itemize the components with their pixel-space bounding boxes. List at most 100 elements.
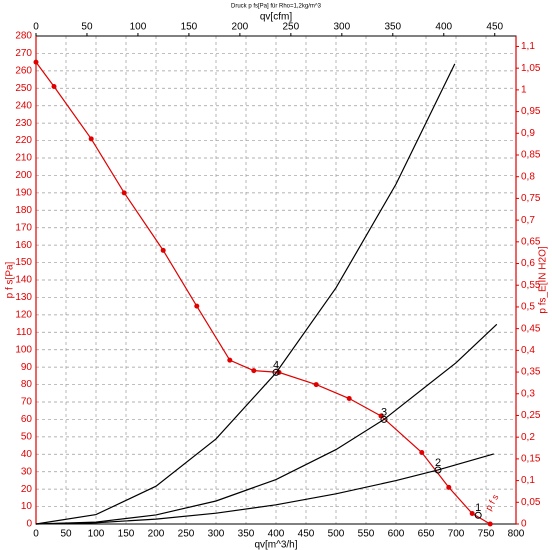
data-point xyxy=(446,484,452,490)
y2-tick-label: 0,4 xyxy=(521,345,535,356)
y2-tick-label: 0,95 xyxy=(521,106,541,117)
x-tick-label: 200 xyxy=(148,529,165,540)
y2-tick-label: 1,05 xyxy=(521,63,541,74)
data-point xyxy=(160,247,166,253)
y2-tick-label: 0,2 xyxy=(521,432,535,443)
y2-tick-label: 0,25 xyxy=(521,410,541,421)
y-tick-label: 230 xyxy=(15,118,32,129)
y2-tick-label: 0,75 xyxy=(521,193,541,204)
x-tick-label: 0 xyxy=(33,529,39,540)
y-tick-label: 140 xyxy=(15,275,32,286)
x-tick-label: 400 xyxy=(268,529,285,540)
x-axis-title: qv[m^3/h] xyxy=(254,540,297,550)
system-curve xyxy=(35,63,456,525)
chart-title: Druck p fs[Pa] für Rho=1,2kg/m^3 xyxy=(231,4,322,10)
data-point xyxy=(194,303,200,309)
data-point xyxy=(227,357,233,363)
y-tick-label: 260 xyxy=(15,65,32,76)
x-tick-label: 250 xyxy=(178,529,195,540)
x2-tick-label: 350 xyxy=(384,22,401,33)
y-tick-label: 60 xyxy=(21,414,33,425)
y2-tick-label: 0,9 xyxy=(521,128,535,139)
x-tick-label: 800 xyxy=(508,529,525,540)
y2-tick-label: 0,45 xyxy=(521,323,541,334)
y-tick-label: 240 xyxy=(15,100,32,111)
y2-tick-label: 0,3 xyxy=(521,388,535,399)
x2-tick-label: 300 xyxy=(333,22,350,33)
y-tick-label: 10 xyxy=(21,501,33,512)
x-tick-label: 550 xyxy=(358,529,375,540)
x-tick-label: 450 xyxy=(298,529,315,540)
y-tick-label: 160 xyxy=(15,240,32,251)
y2-tick-label: 0,65 xyxy=(521,236,541,247)
y-tick-label: 150 xyxy=(15,257,32,268)
y-tick-label: 200 xyxy=(15,170,32,181)
operating-point-label: 1 xyxy=(475,502,481,514)
data-point xyxy=(419,450,425,456)
y-tick-label: 170 xyxy=(15,222,32,233)
data-point xyxy=(33,59,39,65)
x-tick-label: 150 xyxy=(118,529,135,540)
y-tick-label: 220 xyxy=(15,135,32,146)
x-tick-label: 100 xyxy=(88,529,105,540)
x2-axis-title: qv[cfm] xyxy=(260,12,292,23)
operating-point-label: 2 xyxy=(435,457,441,469)
y-tick-label: 120 xyxy=(15,309,32,320)
data-point xyxy=(313,382,319,388)
y2-tick-label: 1 xyxy=(521,85,527,96)
data-point xyxy=(251,368,257,374)
data-point xyxy=(469,511,475,517)
data-point xyxy=(121,190,127,196)
y2-tick-label: 0,35 xyxy=(521,367,541,378)
curve-annotation: p f s xyxy=(483,492,500,512)
x-tick-label: 600 xyxy=(388,529,405,540)
x-tick-label: 350 xyxy=(238,529,255,540)
x2-tick-label: 450 xyxy=(486,22,503,33)
operating-point-label: 4 xyxy=(273,359,279,371)
x-tick-label: 50 xyxy=(60,529,72,540)
y2-tick-label: 0,05 xyxy=(521,497,541,508)
y2-tick-label: 0,7 xyxy=(521,215,535,226)
x2-tick-label: 0 xyxy=(33,22,39,33)
y-tick-label: 180 xyxy=(15,205,32,216)
y-tick-label: 130 xyxy=(15,292,32,303)
operating-point xyxy=(272,368,280,376)
y2-tick-label: 0,6 xyxy=(521,258,535,269)
x-tick-label: 500 xyxy=(328,529,345,540)
data-point xyxy=(88,136,94,142)
y-tick-label: 80 xyxy=(21,379,33,390)
y-tick-label: 90 xyxy=(21,362,33,373)
y-tick-label: 50 xyxy=(21,431,33,442)
y-axis-title: p f s[Pa] xyxy=(5,261,16,298)
operating-point xyxy=(474,511,482,519)
y2-tick-label: 0,8 xyxy=(521,171,535,182)
y2-tick-label: 0,15 xyxy=(521,454,541,465)
x2-tick-label: 150 xyxy=(181,22,198,33)
x2-tick-label: 100 xyxy=(130,22,147,33)
y-tick-label: 40 xyxy=(21,449,33,460)
data-point xyxy=(346,396,352,402)
operating-point-label: 3 xyxy=(381,406,387,418)
y2-tick-label: 0,1 xyxy=(521,475,535,486)
y-tick-label: 70 xyxy=(21,397,33,408)
x-tick-label: 300 xyxy=(208,529,225,540)
x2-tick-label: 400 xyxy=(435,22,452,33)
x2-tick-label: 200 xyxy=(232,22,249,33)
y-tick-label: 270 xyxy=(15,48,32,59)
y-tick-label: 190 xyxy=(15,187,32,198)
x-tick-label: 650 xyxy=(418,529,435,540)
y2-axis-title: p fs_E[IN H2O] xyxy=(538,246,549,313)
operating-point xyxy=(380,415,388,423)
operating-point xyxy=(434,466,442,474)
system-curve xyxy=(35,453,494,525)
x-tick-label: 750 xyxy=(478,529,495,540)
y-tick-label: 20 xyxy=(21,484,33,495)
y2-tick-label: 0 xyxy=(521,519,527,530)
x2-tick-label: 50 xyxy=(81,22,93,33)
x-tick-label: 700 xyxy=(448,529,465,540)
system-curve xyxy=(35,323,498,525)
y-tick-label: 0 xyxy=(26,519,32,530)
y-tick-label: 30 xyxy=(21,466,33,477)
y2-tick-label: 0,85 xyxy=(521,150,541,161)
